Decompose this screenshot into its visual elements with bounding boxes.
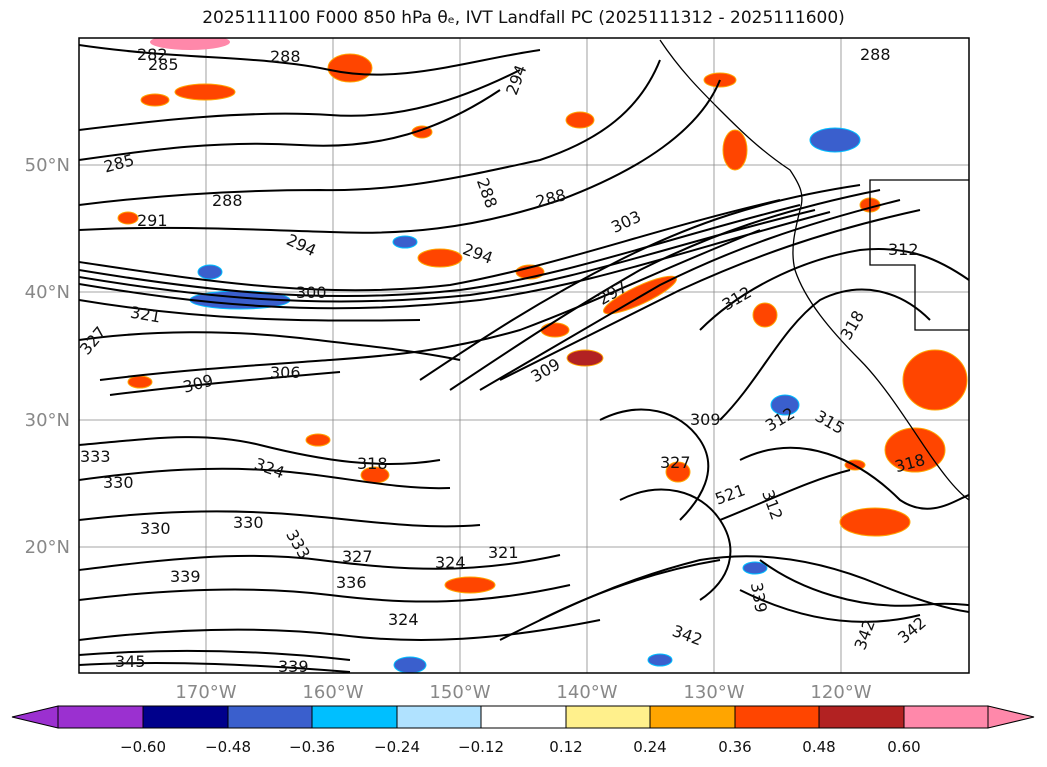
colorbar-bin [57,705,144,729]
contour-label: 282 [137,45,168,64]
colorbar-bin [734,705,820,729]
colorbar-tick-label: −0.36 [289,738,335,756]
colorbar-tick-label: 0.48 [802,738,835,756]
latitude-labels: 50°N 40°N 30°N 20°N [25,155,70,558]
contour-label: 327 [660,453,691,472]
contour-label: 291 [137,211,168,230]
colorbar-tick-label: 0.12 [549,738,582,756]
contour-label: 330 [103,473,134,492]
colorbar-tick-label: 0.36 [718,738,751,756]
contour-label: 339 [278,657,309,676]
coastline [659,39,969,501]
contour-label: 285 [148,55,179,74]
lon-label: 140°W [556,682,617,703]
contour-label: 312 [888,240,919,259]
contour-label: 324 [388,610,419,629]
colorbar-extend-min [11,705,59,729]
colorbar-tick-labels: −0.60 −0.48 −0.36 −0.24 −0.12 0.12 0.24 … [120,738,921,756]
colorbar-tick-label: −0.24 [374,738,420,756]
colorbar-bin [649,705,736,729]
colorbar-extend-max [987,705,1035,729]
colorbar-tick-label: −0.60 [120,738,166,756]
lat-label: 40°N [25,282,70,303]
lon-label: 150°W [429,682,490,703]
colorbar-tick-label: −0.48 [205,738,251,756]
contour-label: 288 [860,45,891,64]
contour-label: 345 [115,652,146,671]
colorbar-bin [480,705,567,729]
contour-label: 336 [336,573,367,592]
lat-label: 30°N [25,410,70,431]
contour-label: 330 [140,519,171,538]
contour-label: 288 [270,47,301,66]
plot-frame [78,37,970,674]
colorbar-bin [227,705,313,729]
theta-e-contours [79,44,969,673]
colorbar-bin [818,705,905,729]
contour-label: 321 [488,543,519,562]
contour-label: 300 [296,283,327,302]
contour-label: 333 [80,447,111,466]
lat-label: 20°N [25,537,70,558]
figure-title: 2025111100 F000 850 hPa θₑ, IVT Landfall… [202,8,845,28]
ivt-pc-fill [117,38,968,673]
lon-label: 170°W [175,682,236,703]
contour-label: 318 [357,454,388,473]
contour-label: 339 [170,567,201,586]
lat-label: 50°N [25,155,70,176]
contour-label: 327 [342,547,373,566]
lon-label: 130°W [683,682,744,703]
colorbar-bin [396,705,482,729]
colorbar-tick-label: −0.12 [458,738,504,756]
colorbar-bin [142,705,229,729]
contour-label: 324 [435,553,466,572]
colorbar-bin [565,705,651,729]
contour-label: 309 [690,410,721,429]
colorbar-bin [311,705,398,729]
lon-label: 160°W [302,682,363,703]
longitude-labels: 170°W 160°W 150°W 140°W 130°W 120°W [175,682,871,703]
lon-label: 120°W [810,682,871,703]
contour-label: 306 [270,363,301,382]
colorbar [11,705,1035,729]
contour-label: 288 [212,191,243,210]
contour-label: 330 [233,513,264,532]
colorbar-tick-label: 0.24 [633,738,666,756]
colorbar-bin [903,705,989,729]
colorbar-tick-label: 0.60 [887,738,920,756]
